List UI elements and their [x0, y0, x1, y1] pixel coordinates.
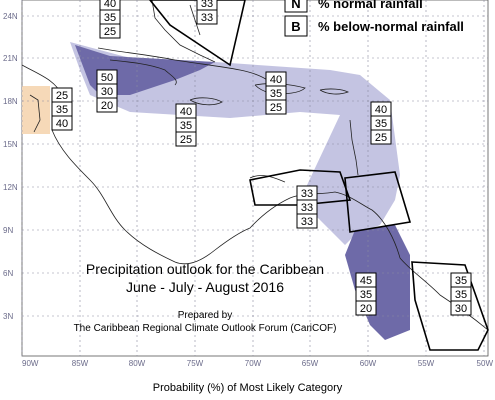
- region-abc-islands: [249, 169, 352, 206]
- prob-value: 33: [301, 188, 313, 200]
- prob-value: 25: [104, 26, 116, 38]
- prob-value: 35: [180, 120, 192, 132]
- organization-label: The Caribbean Regional Climate Outlook F…: [74, 323, 337, 334]
- lat-label: 24N: [3, 12, 18, 21]
- prob-value: 40: [375, 104, 387, 116]
- prepared-by-label: Prepared by: [178, 310, 232, 321]
- prob-box-lesser-antilles: 40 35 25: [370, 101, 392, 145]
- prob-cell: [99, 23, 121, 39]
- prob-value: 20: [360, 303, 372, 315]
- map-title-line1: Precipitation outlook for the Caribbean: [86, 261, 324, 277]
- prob-cell: [196, 9, 218, 25]
- prob-cell: [265, 99, 287, 115]
- prob-value: 30: [101, 86, 113, 98]
- prob-value: 35: [270, 88, 282, 100]
- prob-box-hispaniola: 40 35 25: [265, 71, 287, 115]
- prob-value: 35: [455, 289, 467, 301]
- below-normal-zone: [22, 86, 50, 134]
- prob-value: 33: [201, 12, 213, 24]
- legend-box-n: [284, 0, 308, 13]
- legend-label-below-normal: % below-normal rainfall: [318, 19, 464, 34]
- prob-value: 33: [201, 0, 213, 10]
- prob-box-central-america: 25 35 40: [51, 87, 73, 131]
- lon-label: 80W: [129, 359, 146, 368]
- prob-value: 30: [455, 303, 467, 315]
- prob-cell: [450, 300, 472, 316]
- prob-box-jamaica-south: 40 35 25: [175, 103, 197, 147]
- legend-label-normal: % normal rainfall: [318, 0, 423, 11]
- prob-value: 40: [56, 118, 68, 130]
- prob-value: 35: [104, 12, 116, 24]
- prob-value: 40: [180, 106, 192, 118]
- prob-value: 45: [360, 275, 372, 287]
- prob-value: 25: [180, 134, 192, 146]
- prob-cell: [51, 115, 73, 131]
- lat-label: 21N: [3, 54, 18, 63]
- prob-value: 25: [375, 132, 387, 144]
- prob-cell: [355, 300, 377, 316]
- prob-value: 35: [56, 104, 68, 116]
- legend: N % normal rainfall B % below-normal rai…: [284, 0, 464, 37]
- prob-box-abc-islands: 33 33 33: [296, 185, 318, 229]
- prob-box-bahamas-top: 40 35 25: [99, 0, 121, 39]
- prob-value: 20: [101, 100, 113, 112]
- prob-box-guyana: 45 35 20: [355, 272, 377, 316]
- latitude-labels: 24N 21N 18N 15N 12N 9N 6N 3N: [3, 12, 18, 321]
- coastlines: [21, 0, 489, 331]
- prob-value: 35: [360, 289, 372, 301]
- legend-box-b: [284, 15, 308, 37]
- prob-value: 35: [455, 275, 467, 287]
- lon-label: 85W: [72, 359, 89, 368]
- prob-value: 25: [56, 90, 68, 102]
- lon-label: 50W: [477, 359, 494, 368]
- region-suriname-guyane: [411, 261, 489, 351]
- lon-label: 60W: [360, 359, 377, 368]
- prob-box-cayman-cuba: 50 30 20: [96, 69, 118, 113]
- prob-cell: [370, 129, 392, 145]
- prob-value: 25: [270, 102, 282, 114]
- above-normal-dark-zone-guianas: [345, 225, 410, 340]
- legend-letter-n: N: [291, 0, 300, 11]
- prob-value: 40: [104, 0, 116, 10]
- prob-value: 35: [375, 118, 387, 130]
- axis-caption: Probability (%) of Most Likely Category: [152, 382, 343, 394]
- prob-value: 33: [301, 216, 313, 228]
- lat-label: 9N: [3, 226, 13, 235]
- region-bahamas: [148, 0, 246, 67]
- lat-label: 6N: [3, 269, 13, 278]
- legend-letter-b: B: [291, 19, 300, 34]
- prob-box-suriname: 35 35 30: [450, 272, 472, 316]
- lon-label: 90W: [22, 359, 39, 368]
- prob-value: 33: [301, 202, 313, 214]
- region-windward-islands: [344, 171, 412, 233]
- lat-label: 3N: [3, 312, 13, 321]
- lon-label: 70W: [245, 359, 262, 368]
- prob-value: 40: [270, 74, 282, 86]
- region-outlines: [148, 0, 489, 351]
- longitude-labels: 90W 85W 80W 75W 70W 65W 60W 55W 50W: [22, 359, 493, 368]
- lat-label: 12N: [3, 183, 18, 192]
- prob-value: 50: [101, 72, 113, 84]
- lat-label: 18N: [3, 97, 18, 106]
- map-title-line2: June - July - August 2016: [126, 279, 284, 295]
- prob-cell: [175, 131, 197, 147]
- lon-label: 55W: [418, 359, 435, 368]
- lat-label: 15N: [3, 140, 18, 149]
- lon-label: 75W: [187, 359, 204, 368]
- prob-cell: [96, 97, 118, 113]
- prob-cell: [296, 213, 318, 229]
- lon-label: 65W: [302, 359, 319, 368]
